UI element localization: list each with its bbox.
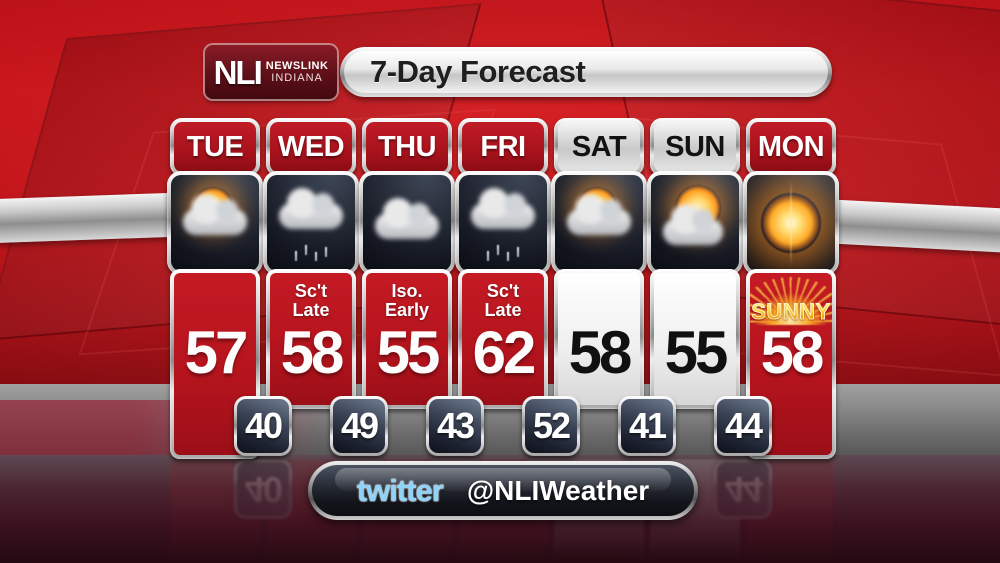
- weather-icon-tile: [743, 171, 839, 275]
- high-temp-panel: Sc't Late 62: [458, 269, 548, 409]
- high-temp-panel: 57: [170, 269, 260, 459]
- partly-cloudy-icon: [171, 175, 259, 271]
- twitter-banner: twitter @NLIWeather: [308, 461, 698, 520]
- header-bar: NLI NEWSLINK INDIANA 7-Day Forecast: [205, 44, 832, 100]
- day-label: TUE: [174, 122, 256, 172]
- forecast-column-sun: SUN 55: [647, 118, 743, 463]
- forecast-column-wed: WED Sc't Late 58: [263, 118, 359, 463]
- low-temp-tile: 43: [426, 396, 484, 456]
- forecast-column-mon: MON SUNNY 58: [743, 118, 839, 463]
- low-temp-tile: 44: [714, 396, 772, 456]
- title-banner: 7-Day Forecast: [340, 47, 832, 97]
- sunny-icon: [747, 175, 835, 271]
- high-temp-panel: Iso. Early 55: [362, 269, 452, 409]
- high-temp-panel: 55: [650, 269, 740, 409]
- weather-icon-tile: [647, 171, 743, 275]
- high-temp: 58: [280, 319, 345, 386]
- rain-icon: [459, 175, 547, 271]
- low-temp: 49: [333, 399, 385, 453]
- high-temp: 62: [472, 319, 537, 386]
- cloud-glyph: [279, 188, 343, 229]
- rain-glyph: [483, 245, 523, 261]
- day-header-tile: THU: [362, 118, 452, 176]
- low-temp: 43: [429, 399, 481, 453]
- low-temp: 44: [717, 399, 769, 453]
- sun-glyph: [761, 193, 821, 253]
- high-temp-panel: 58: [554, 269, 644, 409]
- low-temp-tile: 40: [234, 396, 292, 456]
- station-name: NEWSLINK INDIANA: [265, 59, 329, 84]
- high-temp: 55: [664, 319, 729, 386]
- day-label: WED: [270, 122, 352, 172]
- day-label: THU: [366, 122, 448, 172]
- day-header-tile: SAT: [554, 118, 644, 176]
- day-header-tile: FRI: [458, 118, 548, 176]
- station-abbr: NLI: [213, 53, 263, 91]
- partly-cloudy-icon: [555, 175, 643, 271]
- low-temp-tile: 41: [618, 396, 676, 456]
- cloud-glyph: [567, 194, 631, 235]
- forecast-column-sat: SAT 58: [551, 118, 647, 463]
- low-temp-tile: 52: [522, 396, 580, 456]
- low-temp: 41: [621, 399, 673, 453]
- twitter-logo: twitter: [356, 472, 444, 508]
- low-temp: 52: [525, 399, 577, 453]
- weather-icon-tile: [167, 171, 263, 275]
- day-label: MON: [750, 122, 832, 172]
- day-header-tile: WED: [266, 118, 356, 176]
- sunny-badge: SUNNY: [750, 277, 832, 333]
- condition-label: Iso. Early: [384, 281, 430, 320]
- forecast-column-thu: THU Iso. Early 55: [359, 118, 455, 463]
- cloud-glyph: [375, 198, 439, 239]
- twitter-handle: @NLIWeather: [466, 474, 650, 506]
- day-header-tile: SUN: [650, 118, 740, 176]
- day-label: FRI: [462, 122, 544, 172]
- high-temp: 55: [376, 319, 441, 386]
- high-temp: 57: [184, 319, 249, 386]
- sunburst-icon: [750, 277, 832, 325]
- day-header-tile: MON: [746, 118, 836, 176]
- cloudy-icon: [363, 175, 451, 271]
- high-temp-panel: Sc't Late 58: [266, 269, 356, 409]
- forecast-column-tue: TUE 57: [167, 118, 263, 463]
- day-header-tile: TUE: [170, 118, 260, 176]
- mostly-sunny-icon: [651, 175, 739, 271]
- high-temp: 58: [568, 319, 633, 386]
- page-title: 7-Day Forecast: [370, 54, 586, 89]
- weather-icon-tile: [551, 171, 647, 275]
- weather-icon-tile: [359, 171, 455, 275]
- forecast-board: TUE 57 WED: [167, 118, 839, 463]
- forecast-column-fri: FRI Sc't Late 62: [455, 118, 551, 463]
- weather-icon-tile: [455, 171, 551, 275]
- condition-label: Sc't Late: [292, 281, 330, 320]
- high-temp: 58: [760, 319, 825, 386]
- day-label: SUN: [654, 122, 736, 172]
- weather-icon-tile: [263, 171, 359, 275]
- rain-icon: [267, 175, 355, 271]
- station-logo: NLI NEWSLINK INDIANA: [205, 45, 337, 99]
- cloud-glyph: [471, 188, 535, 229]
- low-temp-tile: 49: [330, 396, 388, 456]
- rain-glyph: [291, 245, 331, 261]
- day-label: SAT: [558, 122, 640, 172]
- condition-badge-label: SUNNY: [751, 299, 831, 325]
- condition-label: Sc't Late: [484, 281, 522, 320]
- cloud-glyph: [183, 194, 247, 235]
- low-temp: 40: [237, 399, 289, 453]
- cloud-glyph: [663, 204, 723, 245]
